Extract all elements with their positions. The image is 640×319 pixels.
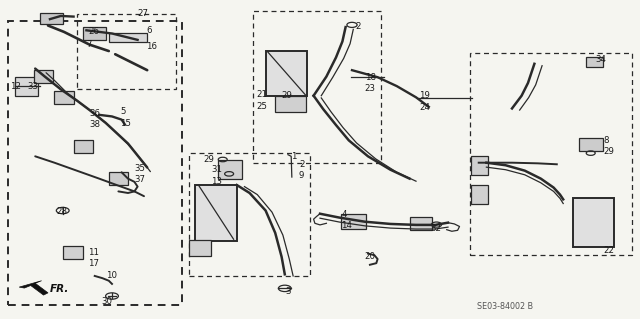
Text: 28: 28 — [56, 207, 67, 216]
Text: 13: 13 — [211, 177, 222, 186]
Text: 36: 36 — [90, 109, 100, 118]
Bar — [470, 53, 632, 255]
Bar — [109, 172, 128, 185]
Text: 2: 2 — [299, 160, 305, 169]
Bar — [77, 14, 176, 89]
Text: 6: 6 — [146, 26, 152, 35]
Bar — [471, 156, 488, 175]
Bar — [275, 96, 306, 112]
Text: 26: 26 — [88, 27, 99, 36]
Text: FR.: FR. — [50, 284, 69, 294]
Text: 22: 22 — [603, 246, 614, 255]
Text: 16: 16 — [146, 42, 157, 51]
Text: 10: 10 — [106, 271, 116, 280]
Text: 29: 29 — [603, 147, 614, 156]
Text: 17: 17 — [88, 259, 99, 268]
Bar — [63, 246, 83, 259]
Text: 2: 2 — [356, 22, 362, 31]
Text: 31: 31 — [211, 165, 222, 174]
Text: 14: 14 — [341, 221, 352, 230]
Text: 24: 24 — [419, 103, 430, 112]
Text: 33: 33 — [28, 82, 38, 91]
Text: SE03-84002 B: SE03-84002 B — [477, 302, 533, 311]
Bar — [253, 11, 381, 163]
Text: 29: 29 — [282, 91, 292, 100]
Text: 8: 8 — [603, 137, 609, 145]
Bar — [83, 27, 106, 40]
Text: 38: 38 — [90, 120, 100, 129]
Text: 19: 19 — [419, 91, 430, 100]
Bar — [189, 153, 310, 276]
Bar — [573, 198, 614, 247]
Text: 37: 37 — [134, 175, 145, 184]
Bar — [410, 217, 432, 230]
Bar — [579, 138, 603, 151]
Text: 21: 21 — [256, 90, 267, 99]
Text: 27: 27 — [138, 9, 148, 18]
Text: 4: 4 — [341, 210, 347, 219]
Bar — [586, 57, 603, 67]
Text: 23: 23 — [365, 84, 376, 93]
Text: 15: 15 — [120, 119, 131, 128]
Text: 11: 11 — [88, 248, 99, 256]
Bar — [34, 70, 53, 83]
Text: 25: 25 — [256, 102, 267, 111]
Bar — [341, 214, 366, 229]
Bar — [15, 77, 38, 96]
Bar — [189, 240, 211, 256]
Text: 12: 12 — [10, 82, 20, 91]
Bar — [195, 185, 237, 241]
Bar — [74, 140, 93, 153]
Text: 34: 34 — [595, 55, 606, 63]
Text: 18: 18 — [365, 73, 376, 82]
Polygon shape — [19, 281, 48, 295]
Text: 32: 32 — [430, 224, 441, 233]
Bar — [8, 21, 182, 305]
Text: 7: 7 — [86, 40, 92, 49]
Bar — [54, 91, 74, 104]
Bar — [266, 51, 307, 96]
Bar — [471, 185, 488, 204]
Text: 35: 35 — [134, 164, 145, 173]
Text: 3: 3 — [285, 287, 291, 296]
Text: 20: 20 — [365, 252, 376, 261]
Text: 29: 29 — [203, 155, 214, 164]
Bar — [109, 33, 147, 42]
Text: 9: 9 — [299, 171, 304, 180]
Text: 30: 30 — [101, 297, 112, 306]
Text: 5: 5 — [120, 107, 126, 116]
Bar — [40, 13, 63, 24]
Text: 1: 1 — [291, 152, 297, 161]
Bar — [218, 160, 242, 179]
